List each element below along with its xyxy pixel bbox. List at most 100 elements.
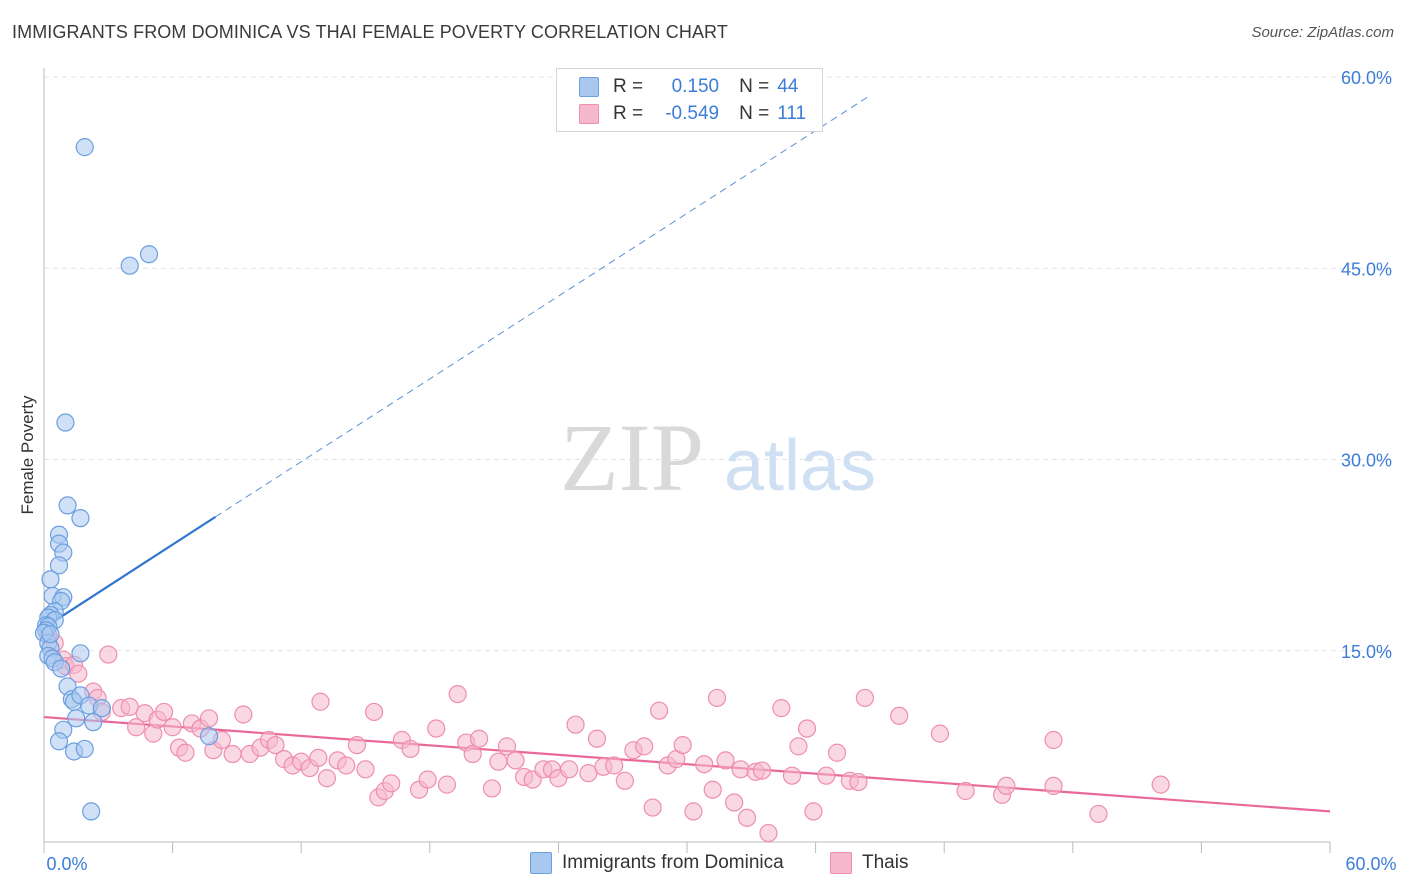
dominica-trend-extension <box>215 95 870 518</box>
thais-point <box>489 752 508 771</box>
thais-point <box>643 798 662 817</box>
x-tick-label: 0.0% <box>46 854 87 874</box>
thais-point <box>737 808 757 827</box>
series-label-dominica: Immigrants from Dominica <box>562 852 784 873</box>
thais-point <box>930 724 950 743</box>
dominica-point <box>58 496 77 515</box>
dominica-point <box>75 739 94 759</box>
thais-point <box>401 739 420 759</box>
dominica-point <box>41 570 60 589</box>
thais-point <box>817 766 836 785</box>
thais-point <box>317 769 337 788</box>
thais-point <box>804 802 823 821</box>
thais-point <box>855 688 874 708</box>
trend-lines <box>43 95 1331 813</box>
dominica-point <box>67 709 86 728</box>
dominica-point <box>71 644 90 663</box>
y-tick-label: 15.0% <box>1341 642 1392 662</box>
series-swatch-dominica <box>530 852 552 874</box>
watermark-atlas: atlas <box>724 426 876 506</box>
thais-point <box>1044 730 1063 750</box>
legend-swatch-dominica <box>579 77 599 97</box>
watermark: ZIP atlas <box>560 404 876 511</box>
thais-point <box>309 748 328 767</box>
dominica-point <box>82 802 101 821</box>
series-legend-dominica[interactable]: Immigrants from Dominica <box>530 852 784 874</box>
series-swatch-thais <box>830 852 852 874</box>
y-tick-label: 60.0% <box>1341 68 1392 88</box>
thais-trend-line <box>43 715 1331 813</box>
dominica-point <box>139 245 159 264</box>
y-tick-label: 30.0% <box>1341 451 1392 471</box>
thais-point <box>437 775 457 794</box>
thais-point <box>497 737 517 756</box>
grid-lines <box>44 76 1392 652</box>
thais-point <box>725 793 744 812</box>
thais-point <box>427 719 446 738</box>
thais-point <box>635 737 654 756</box>
dominica-point <box>120 256 139 275</box>
dominica-point <box>49 556 69 575</box>
dominica-point <box>84 713 103 732</box>
thais-point <box>849 772 868 792</box>
tick-labels: 15.0% 30.0% 45.0% 60.0% 0.0% 60.0% <box>46 68 1396 874</box>
thais-point <box>827 743 847 762</box>
thais-point <box>1089 804 1108 824</box>
dominica-point <box>71 509 90 528</box>
thais-point <box>759 823 778 843</box>
thais-point <box>337 756 356 775</box>
thais-point <box>469 729 489 748</box>
y-tick-label: 45.0% <box>1341 259 1392 279</box>
thais-point <box>1044 776 1063 796</box>
axes <box>43 68 1331 853</box>
legend-swatch-thais <box>579 104 599 124</box>
thais-point <box>695 755 714 774</box>
dominica-point <box>56 413 75 432</box>
thais-point <box>482 779 502 798</box>
thais-point <box>311 692 330 711</box>
legend-r-label: R = <box>613 103 644 124</box>
thais-point <box>176 743 195 762</box>
thais-point <box>997 776 1016 796</box>
series-label-thais: Thais <box>862 852 909 873</box>
thais-point <box>223 744 242 764</box>
dominica-point <box>199 727 219 746</box>
thais-point <box>650 701 669 720</box>
thais-point <box>587 729 607 748</box>
series-legend-thais[interactable]: Thais <box>830 852 908 874</box>
watermark-zip: ZIP <box>560 404 704 511</box>
thais-point <box>382 774 401 793</box>
thais-point <box>463 744 482 764</box>
thais-point <box>448 684 467 704</box>
dominica-trend-line <box>43 515 217 629</box>
thais-point <box>163 718 182 737</box>
thais-point <box>418 770 437 789</box>
thais-point <box>673 735 692 755</box>
dominica-point <box>41 625 60 644</box>
series-legend: Immigrants from Dominica Thais <box>0 852 1406 878</box>
thais-point <box>772 699 791 718</box>
thais-point <box>506 751 525 770</box>
legend-row-thais: R = -0.549 N = 111 <box>579 102 806 126</box>
thais-point <box>615 771 634 790</box>
thais-point <box>716 751 735 770</box>
x-tick-label: 60.0% <box>1345 854 1396 874</box>
thais-point <box>1151 775 1170 794</box>
legend-r-value: 0.150 <box>671 76 720 97</box>
chart-title: IMMIGRANTS FROM DOMINICA VS THAI FEMALE … <box>12 22 728 42</box>
thais-point <box>703 780 722 799</box>
thais-point <box>199 709 219 728</box>
source-label: Source: ZipAtlas.com <box>1251 24 1394 41</box>
thais-point <box>707 688 727 708</box>
legend-n-label: N = <box>739 103 770 124</box>
legend-r-value: -0.549 <box>665 103 720 124</box>
thais-point <box>782 766 802 785</box>
thais-point <box>789 737 808 756</box>
thais-point <box>605 756 624 775</box>
thais-point <box>731 760 750 779</box>
thais-point <box>797 719 817 738</box>
thais-point <box>356 760 375 779</box>
thais-point <box>566 715 585 734</box>
correlation-legend: R = 0.150 N = 44 R = -0.549 N = 111 <box>556 68 823 132</box>
